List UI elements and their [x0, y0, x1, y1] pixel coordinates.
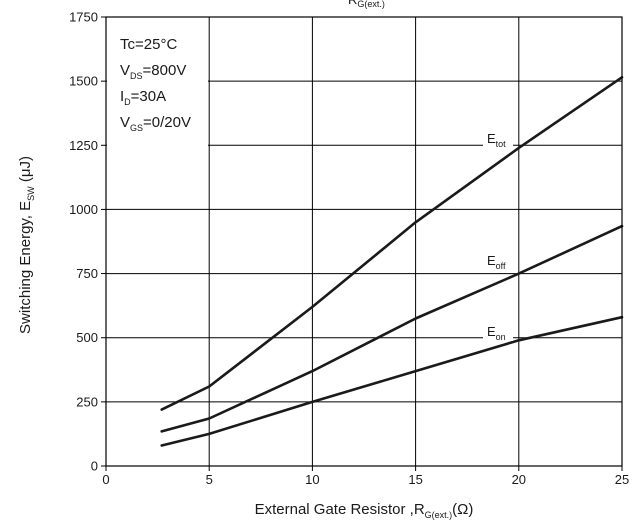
x-tick-label: 5 — [206, 472, 213, 487]
condition-line: VGS=0/20V — [120, 114, 191, 133]
series-line-off — [160, 224, 624, 433]
series-label-sub: off — [496, 261, 506, 271]
series-label-main: E — [487, 324, 496, 339]
condition-tail: =0/20V — [143, 114, 191, 131]
condition-sub: GS — [130, 123, 143, 133]
series-label-tot: Etot — [483, 130, 513, 149]
condition-line: Tc=25°C — [120, 36, 177, 53]
y-tick-label: 250 — [76, 394, 98, 409]
series-label-text: Eon — [487, 324, 506, 342]
condition-sub: DS — [130, 71, 143, 81]
y-tick-label: 1000 — [69, 202, 98, 217]
condition-main: Tc=25°C — [120, 36, 177, 53]
x-tick-label: 15 — [408, 472, 422, 487]
plot-border — [105, 16, 623, 467]
x-tick-label: 20 — [512, 472, 526, 487]
series-label-text: Etot — [487, 131, 506, 149]
series-line-on — [160, 315, 624, 447]
y-tick-label: 1500 — [69, 74, 98, 89]
y-tick-label: 1250 — [69, 138, 98, 153]
series-label-on: Eon — [483, 323, 513, 342]
series-label-main: E — [487, 131, 496, 146]
series-label-bg — [483, 252, 513, 270]
plot-frame — [105, 16, 623, 467]
series-label-off: Eoff — [483, 252, 513, 271]
x-axis-label: External Gate Resistor ,RG(ext.)(Ω) — [255, 501, 474, 520]
y-axis-label-unit: (μJ) — [17, 156, 34, 186]
y-tick-label: 750 — [76, 266, 98, 281]
y-axis-label: Switching Energy, ESW (μJ) — [17, 156, 36, 334]
series-label-sub: tot — [496, 139, 507, 149]
conditions-bg — [107, 18, 208, 146]
condition-line: ID=30A — [120, 88, 166, 107]
top-label-sub: G(ext.) — [357, 0, 385, 9]
condition-tail: =30A — [131, 88, 166, 105]
top-label-main: R — [348, 0, 357, 7]
top-partial-label: RG(ext.) — [348, 0, 385, 9]
series-label-main: E — [487, 253, 496, 268]
condition-sub: D — [124, 97, 131, 107]
x-tick-label: 10 — [305, 472, 319, 487]
x-tick-label: 25 — [615, 472, 629, 487]
series-label-bg — [483, 130, 513, 148]
x-axis-label-unit: (Ω) — [452, 501, 473, 518]
series-label-bg — [483, 323, 513, 341]
condition-line: VDS=800V — [120, 62, 186, 81]
x-axis-label-main: External Gate Resistor ,R — [255, 501, 425, 518]
x-axis-label-sub: G(ext.) — [425, 510, 453, 520]
y-axis-label-main: Switching Energy, E — [17, 201, 34, 334]
series-lines — [160, 76, 624, 447]
condition-main: I — [120, 88, 124, 105]
condition-tail: =800V — [143, 62, 187, 79]
y-tick-label: 500 — [76, 330, 98, 345]
series-label-text: Eoff — [487, 253, 506, 271]
x-tick-label: 0 — [102, 472, 109, 487]
y-tick-label: 0 — [91, 459, 98, 474]
y-tick-label: 1750 — [69, 10, 98, 25]
y-axis-label-sub: SW — [26, 186, 36, 201]
condition-main: V — [120, 114, 130, 131]
grid — [106, 17, 622, 466]
series-label-sub: on — [496, 332, 506, 342]
series-line-tot — [160, 76, 624, 411]
condition-main: V — [120, 62, 130, 79]
